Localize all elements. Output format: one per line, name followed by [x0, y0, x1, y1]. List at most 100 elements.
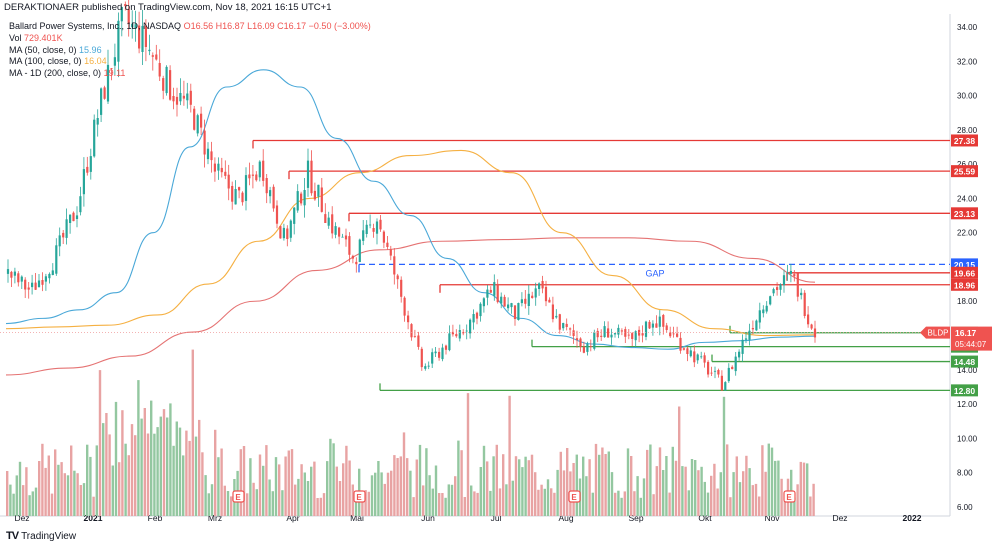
- volume-bar-down: [345, 445, 348, 516]
- candle-down: [248, 174, 251, 179]
- candle-down: [27, 287, 30, 290]
- volume-bar-up: [489, 490, 492, 516]
- volume-bar-down: [812, 483, 815, 516]
- ma200-value: 19.11: [103, 68, 126, 79]
- candle-down: [155, 54, 158, 60]
- volume-bar-up: [690, 459, 694, 516]
- candle-up: [258, 161, 261, 178]
- volume-bar-up: [166, 417, 169, 516]
- candle-down: [169, 70, 172, 100]
- candle-down: [351, 255, 354, 259]
- volume-bar-up: [524, 456, 527, 516]
- candle-down: [251, 174, 254, 176]
- level-price-label: 18.96: [954, 280, 976, 290]
- volume-bar-up: [585, 476, 588, 516]
- volume-bar-up: [194, 436, 198, 516]
- volume-bar-down: [294, 484, 297, 516]
- candle-up: [65, 219, 68, 238]
- volume-bar-down: [246, 493, 249, 516]
- volume-bar-up: [124, 443, 127, 516]
- candle-down: [503, 296, 506, 307]
- volume-bar-down: [438, 493, 441, 516]
- volume-bar-down: [406, 458, 409, 516]
- candle-down: [717, 370, 720, 375]
- volume-bar-down: [278, 464, 281, 516]
- volume-bar-up: [66, 475, 70, 516]
- candle-up: [58, 235, 61, 247]
- earnings-marker: E: [568, 490, 581, 503]
- volume-bar-down: [460, 450, 463, 516]
- candle-down: [355, 261, 358, 265]
- volume-bar-up: [9, 484, 12, 516]
- candle-up: [69, 214, 72, 223]
- candle-up: [448, 333, 451, 351]
- volume-bar-up: [719, 472, 722, 516]
- candle-down: [300, 193, 303, 204]
- candle-down: [582, 346, 585, 353]
- volume-bar-down: [588, 459, 591, 516]
- candle-down: [531, 295, 534, 298]
- volume-bar-down: [716, 488, 719, 516]
- volume-bar-down: [572, 463, 575, 516]
- candle-up: [555, 315, 558, 318]
- y-tick-label: 26.00: [957, 160, 978, 169]
- y-tick-label: 32.00: [957, 57, 978, 66]
- candle-down: [475, 312, 479, 319]
- y-tick-label: 14.00: [957, 366, 978, 375]
- candle-up: [517, 303, 520, 320]
- symbol-tag-bg: [926, 326, 950, 339]
- volume-bar-down: [239, 449, 242, 516]
- volume-bar-up: [642, 478, 646, 516]
- candle-down: [182, 95, 185, 99]
- candle-down: [575, 338, 579, 341]
- volume-bar-down: [754, 483, 758, 516]
- volume-bar-up: [607, 451, 610, 516]
- candle-down: [669, 332, 672, 337]
- volume-bar-up: [217, 457, 220, 516]
- volume-bar-down: [313, 461, 316, 516]
- candle-down: [710, 372, 713, 374]
- candle-down: [255, 174, 258, 181]
- candle-up: [713, 370, 717, 372]
- volume-bar-down: [108, 434, 111, 516]
- candle-down: [558, 314, 561, 330]
- volume-bar-up: [281, 490, 284, 516]
- candle-down: [203, 130, 206, 155]
- volume-bar-up: [210, 484, 214, 516]
- candle-down: [569, 328, 572, 330]
- volume-bar-up: [86, 444, 89, 516]
- candle-down: [372, 228, 375, 232]
- volume-label: Vol: [9, 32, 22, 43]
- candle-down: [72, 212, 75, 222]
- volume-bar-up: [639, 497, 642, 516]
- candle-up: [431, 352, 434, 364]
- candle-down: [682, 348, 685, 350]
- candle-up: [269, 190, 272, 197]
- volume-bar-down: [530, 454, 534, 516]
- volume-bar-down: [537, 489, 540, 516]
- volume-bar-down: [60, 462, 63, 516]
- candle-down: [17, 273, 20, 283]
- volume-bar-up: [738, 482, 742, 516]
- candle-down: [344, 235, 348, 240]
- y-tick-label: 28.00: [957, 126, 978, 135]
- candle-up: [317, 184, 320, 197]
- candle-up: [93, 119, 96, 157]
- volume-bar-down: [553, 492, 556, 516]
- candle-down: [413, 336, 416, 337]
- volume-bar-down: [98, 370, 102, 516]
- volume-bar-up: [546, 479, 550, 516]
- ohlc-values: O16.56 H16.87 L16.09 C16.17 −0.50 (−3.00…: [183, 21, 371, 31]
- candle-down: [544, 286, 548, 302]
- x-tick-label: Dez: [832, 513, 847, 523]
- volume-bar-down: [70, 445, 73, 516]
- volume-bar-down: [796, 484, 799, 516]
- candle-down: [313, 190, 316, 200]
- candle-up: [296, 191, 299, 211]
- candle-down: [379, 219, 382, 230]
- volume-bar-down: [201, 452, 204, 516]
- volume-bar-up: [444, 497, 447, 516]
- candle-up: [234, 189, 237, 205]
- volume-bar-up: [274, 457, 278, 516]
